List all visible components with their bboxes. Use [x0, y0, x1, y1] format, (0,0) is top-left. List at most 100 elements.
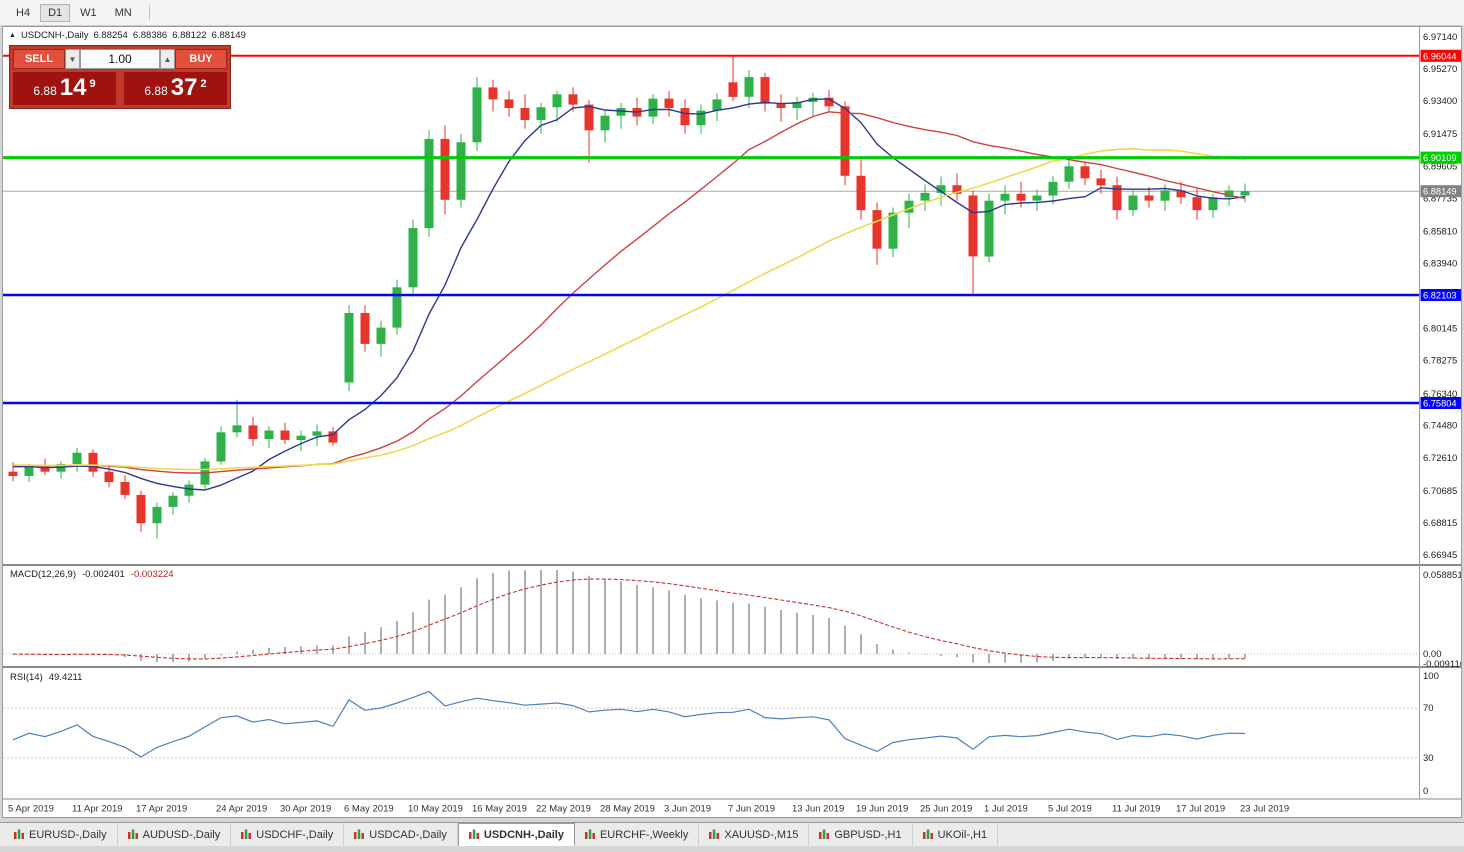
svg-text:30 Apr 2019: 30 Apr 2019 — [280, 804, 331, 815]
candle-body — [1096, 178, 1106, 186]
svg-text:0.058851: 0.058851 — [1423, 570, 1461, 581]
buy-button[interactable]: BUY — [175, 49, 227, 69]
candle-body — [24, 466, 34, 476]
candle-body — [312, 431, 322, 436]
timeframe-button-mn[interactable]: MN — [114, 6, 132, 19]
candle-body — [728, 82, 738, 97]
macd-indicator-label: MACD(12,26,9) -0.002401 -0.003224 — [10, 569, 174, 580]
tab-label: USDCNH-,Daily — [483, 828, 564, 841]
svg-text:5 Jul 2019: 5 Jul 2019 — [1048, 804, 1092, 815]
timeframe-button-d1[interactable]: D1 — [40, 3, 71, 22]
sell-price-display[interactable]: 6.88 14 9 — [13, 72, 116, 105]
svg-text:6.96044: 6.96044 — [1423, 51, 1457, 61]
sell-price-pips: 14 — [59, 74, 87, 101]
panel-separators — [3, 27, 1461, 800]
candle-body — [1032, 195, 1042, 201]
candle-body — [72, 452, 82, 464]
svg-text:6.75804: 6.75804 — [1423, 399, 1457, 409]
open-value: 6.88254 — [93, 30, 128, 41]
lot-increase-button[interactable]: ▲ — [160, 49, 175, 69]
candle-body — [984, 200, 994, 257]
candles-layer — [8, 55, 1250, 539]
tab-label: USDCHF-,Daily — [256, 828, 334, 841]
candle-body — [1160, 190, 1170, 201]
price-axis[interactable]: 6.97140 6.95270 6.93400 6.91475 6.89605 6.877… — [1420, 32, 1462, 561]
low-value: 6.88122 — [172, 30, 207, 41]
candle-body — [488, 87, 498, 100]
chart-tab-ukoil-h1[interactable]: UKOil-,H1 — [912, 823, 999, 846]
candle-body — [648, 98, 658, 117]
buy-price-pips: 37 — [170, 74, 198, 101]
tab-label: UKOil-,H1 — [937, 828, 988, 841]
date-axis[interactable]: 5 Apr 2019 11 Apr 2019 17 Apr 2019 24 Apr 2… — [8, 804, 1289, 815]
svg-text:25 Jun 2019: 25 Jun 2019 — [920, 804, 972, 815]
candle-body — [440, 138, 450, 200]
candle-body — [40, 466, 50, 472]
svg-text:6.78275: 6.78275 — [1423, 356, 1457, 367]
timeframe-toolbar: H4 D1 W1 MN — [0, 0, 1464, 26]
candle-body — [872, 210, 882, 249]
candle-body — [296, 435, 306, 440]
chart-tab-eurchf-weekly[interactable]: EURCHF-,Weekly — [574, 823, 700, 846]
candle-body — [232, 425, 242, 433]
svg-text:6.74480: 6.74480 — [1423, 421, 1457, 432]
candle-body — [952, 185, 962, 194]
svg-text:6.72610: 6.72610 — [1423, 453, 1457, 464]
one-click-trading-panel: SELL ▼ ▲ BUY 6.88 14 9 6.88 37 2 — [9, 45, 231, 109]
candle-body — [936, 185, 946, 193]
tab-label: XAUUSD-,M15 — [724, 828, 799, 841]
price-level-badge-6.96044 — [1420, 49, 1461, 62]
candle-body — [504, 99, 514, 108]
candle-body — [904, 200, 914, 213]
candle-body — [792, 102, 802, 108]
chart-tab-usdcnh-daily[interactable]: USDCNH-,Daily — [457, 823, 575, 846]
svg-text:6.88149: 6.88149 — [1423, 187, 1457, 197]
chart-tab-eurusd-daily[interactable]: EURUSD-,Daily — [4, 823, 118, 846]
svg-text:3 Jun 2019: 3 Jun 2019 — [664, 804, 711, 815]
chart-tab-xauusd-m15[interactable]: XAUUSD-,M15 — [699, 823, 810, 846]
candle-body — [1240, 191, 1250, 196]
svg-text:30: 30 — [1423, 753, 1434, 764]
chart-tab-audusd-daily[interactable]: AUDUSD-,Daily — [117, 823, 232, 846]
candle-body — [584, 104, 594, 131]
timeframe-button-h4[interactable]: H4 — [16, 6, 31, 19]
lot-decrease-button[interactable]: ▼ — [65, 49, 80, 69]
chart-tab-gbpusd-h1[interactable]: GBPUSD-,H1 — [809, 823, 913, 846]
chart-icon — [127, 829, 138, 839]
rsi-indicator-label: RSI(14) 49.4211 — [10, 672, 82, 683]
svg-text:10 May 2019: 10 May 2019 — [408, 804, 463, 815]
svg-text:22 May 2019: 22 May 2019 — [536, 804, 591, 815]
candle-body — [824, 97, 834, 107]
candle-body — [520, 108, 530, 120]
sell-button[interactable]: SELL — [13, 49, 65, 69]
candle-body — [392, 287, 402, 328]
candle-body — [1128, 195, 1138, 211]
timeframe-button-w1[interactable]: W1 — [80, 6, 97, 19]
svg-text:6.87735: 6.87735 — [1423, 193, 1457, 204]
svg-text:11 Apr 2019: 11 Apr 2019 — [72, 804, 123, 815]
candle-body — [744, 77, 754, 97]
candle-body — [1192, 197, 1202, 211]
rsi-panel: 100 70 30 0 — [3, 671, 1439, 797]
candle-body — [1176, 190, 1186, 198]
chart-tab-usdcad-daily[interactable]: USDCAD-,Daily — [344, 823, 458, 846]
svg-text:11 Jul 2019: 11 Jul 2019 — [1112, 804, 1160, 815]
macd-panel: 0.058851 0.00-0.009116 — [3, 570, 1461, 670]
candle-body — [1208, 197, 1218, 211]
candle-body — [616, 108, 626, 116]
svg-text:16 May 2019: 16 May 2019 — [472, 804, 527, 815]
candle-body — [472, 87, 482, 143]
candle-body — [424, 138, 434, 229]
candle-body — [888, 212, 898, 249]
price-level-badge-6.75804 — [1420, 397, 1461, 409]
chart-tab-usdchf-daily[interactable]: USDCHF-,Daily — [231, 823, 345, 846]
symbol-period-label: USDCNH-,Daily — [20, 30, 89, 41]
svg-text:100: 100 — [1423, 671, 1439, 682]
high-value: 6.88386 — [132, 30, 168, 41]
lot-size-input[interactable] — [80, 49, 160, 69]
ma-line-slow — [12, 147, 1246, 471]
buy-price-display[interactable]: 6.88 37 2 — [124, 72, 227, 105]
candle-body — [152, 506, 162, 524]
